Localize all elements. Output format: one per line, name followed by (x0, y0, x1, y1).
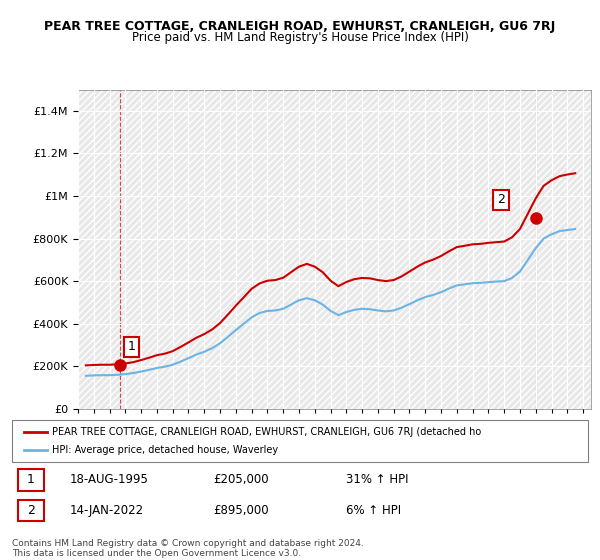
Text: PEAR TREE COTTAGE, CRANLEIGH ROAD, EWHURST, CRANLEIGH, GU6 7RJ (detached ho: PEAR TREE COTTAGE, CRANLEIGH ROAD, EWHUR… (52, 427, 482, 437)
Text: £895,000: £895,000 (214, 505, 269, 517)
FancyBboxPatch shape (12, 420, 588, 462)
Text: 2: 2 (27, 505, 35, 517)
Text: 1: 1 (27, 473, 35, 487)
Text: 14-JAN-2022: 14-JAN-2022 (70, 505, 144, 517)
Text: £205,000: £205,000 (214, 473, 269, 487)
Text: 2: 2 (497, 193, 505, 207)
Text: PEAR TREE COTTAGE, CRANLEIGH ROAD, EWHURST, CRANLEIGH, GU6 7RJ: PEAR TREE COTTAGE, CRANLEIGH ROAD, EWHUR… (44, 20, 556, 32)
FancyBboxPatch shape (18, 469, 44, 491)
Text: 1: 1 (127, 340, 135, 353)
FancyBboxPatch shape (18, 500, 44, 521)
Text: 31% ↑ HPI: 31% ↑ HPI (346, 473, 409, 487)
Text: Contains HM Land Registry data © Crown copyright and database right 2024.
This d: Contains HM Land Registry data © Crown c… (12, 539, 364, 558)
Text: Price paid vs. HM Land Registry's House Price Index (HPI): Price paid vs. HM Land Registry's House … (131, 31, 469, 44)
Text: HPI: Average price, detached house, Waverley: HPI: Average price, detached house, Wave… (52, 445, 278, 455)
Text: 6% ↑ HPI: 6% ↑ HPI (346, 505, 401, 517)
Text: 18-AUG-1995: 18-AUG-1995 (70, 473, 148, 487)
